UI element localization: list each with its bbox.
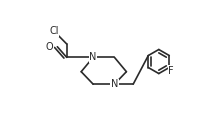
Text: N: N	[111, 79, 118, 89]
Text: O: O	[46, 42, 53, 52]
Text: F: F	[168, 66, 174, 76]
Text: Cl: Cl	[49, 26, 59, 36]
Text: N: N	[90, 52, 97, 62]
